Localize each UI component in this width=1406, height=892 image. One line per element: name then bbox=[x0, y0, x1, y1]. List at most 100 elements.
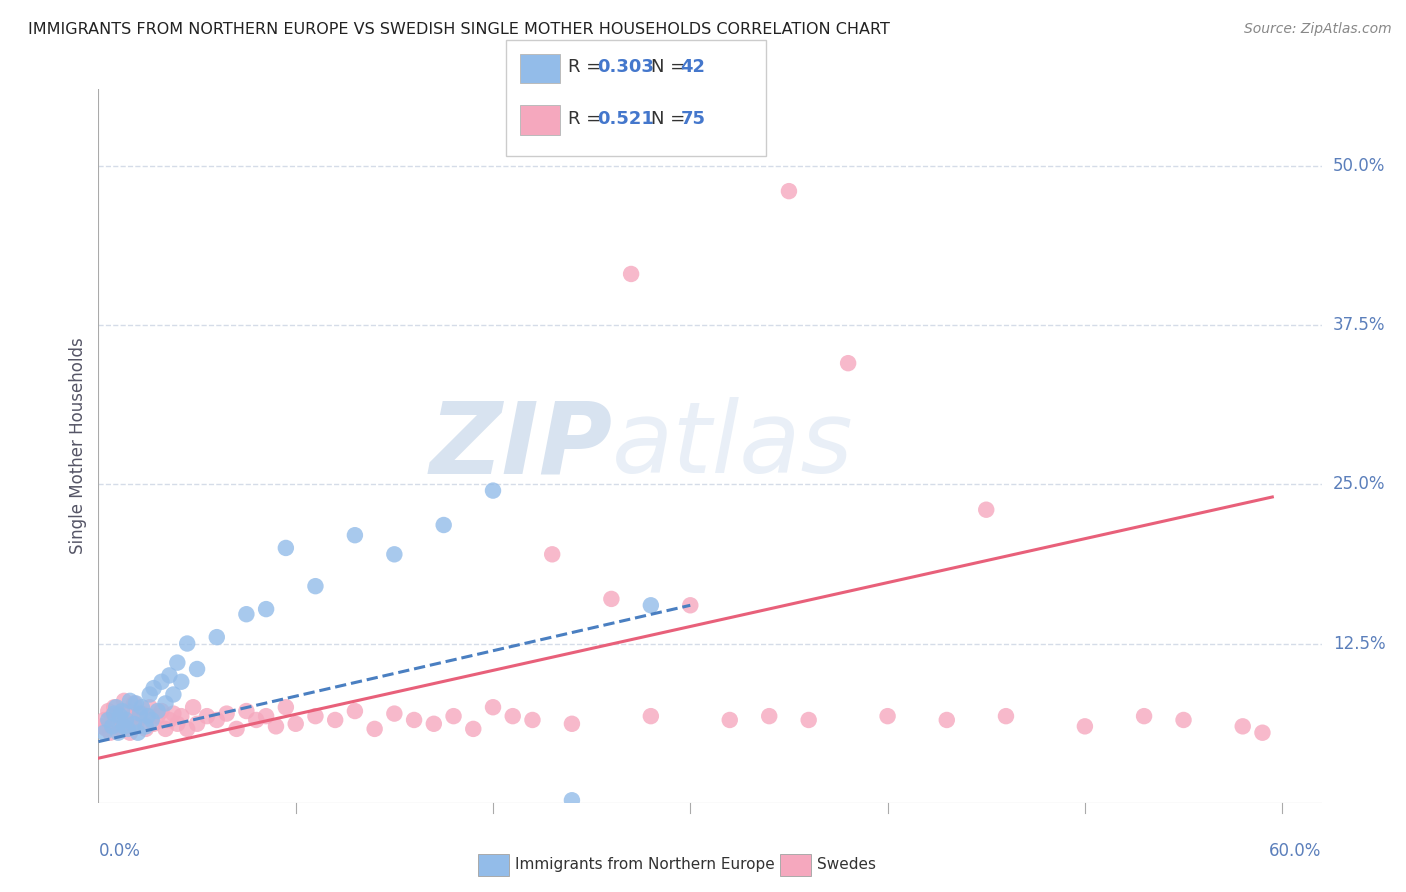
Point bbox=[205, 630, 228, 644]
Point bbox=[103, 706, 125, 721]
Point bbox=[112, 694, 135, 708]
Point bbox=[778, 184, 800, 198]
Point bbox=[101, 709, 124, 723]
Text: 60.0%: 60.0% bbox=[1270, 842, 1322, 860]
Point bbox=[1133, 709, 1156, 723]
Point bbox=[974, 502, 997, 516]
Point bbox=[640, 599, 662, 613]
Point bbox=[225, 722, 247, 736]
Point bbox=[146, 709, 169, 723]
Point bbox=[170, 674, 193, 689]
Point bbox=[135, 722, 157, 736]
Point bbox=[541, 547, 564, 561]
Point bbox=[105, 719, 128, 733]
Text: 0.521: 0.521 bbox=[598, 110, 654, 128]
Point bbox=[166, 656, 188, 670]
Text: 50.0%: 50.0% bbox=[1333, 157, 1385, 175]
Point bbox=[105, 700, 128, 714]
Point bbox=[141, 713, 163, 727]
Point bbox=[284, 716, 307, 731]
Point bbox=[135, 719, 157, 733]
Point bbox=[274, 700, 297, 714]
Point bbox=[136, 709, 159, 723]
Point bbox=[343, 704, 366, 718]
Point bbox=[235, 704, 257, 718]
Point bbox=[205, 713, 228, 727]
Point bbox=[264, 719, 287, 733]
Point bbox=[876, 709, 898, 723]
Point bbox=[118, 694, 141, 708]
Point bbox=[107, 725, 129, 739]
Point bbox=[107, 706, 129, 721]
Point bbox=[195, 709, 218, 723]
Point bbox=[404, 713, 426, 727]
Point bbox=[274, 541, 297, 555]
Point bbox=[433, 518, 456, 533]
Point bbox=[131, 706, 153, 721]
Point bbox=[235, 607, 257, 622]
Point bbox=[718, 713, 741, 727]
Point bbox=[122, 697, 145, 711]
Point bbox=[935, 713, 957, 727]
Point bbox=[304, 579, 326, 593]
Point bbox=[121, 709, 143, 723]
Text: IMMIGRANTS FROM NORTHERN EUROPE VS SWEDISH SINGLE MOTHER HOUSEHOLDS CORRELATION : IMMIGRANTS FROM NORTHERN EUROPE VS SWEDI… bbox=[28, 22, 890, 37]
Point bbox=[118, 725, 141, 739]
Point bbox=[181, 700, 204, 714]
Point bbox=[112, 719, 135, 733]
Point bbox=[758, 709, 780, 723]
Point bbox=[125, 697, 148, 711]
Point bbox=[103, 700, 125, 714]
Text: 37.5%: 37.5% bbox=[1333, 316, 1385, 334]
Point bbox=[142, 716, 165, 731]
Point bbox=[1251, 725, 1274, 739]
Point bbox=[522, 713, 544, 727]
Point bbox=[1232, 719, 1254, 733]
Point bbox=[1173, 713, 1195, 727]
Text: Swedes: Swedes bbox=[817, 857, 876, 871]
Point bbox=[254, 709, 277, 723]
Point bbox=[600, 591, 623, 606]
Text: 0.303: 0.303 bbox=[598, 58, 654, 76]
Point bbox=[159, 668, 181, 682]
Point bbox=[343, 528, 366, 542]
Point bbox=[138, 700, 160, 714]
Text: 25.0%: 25.0% bbox=[1333, 475, 1385, 493]
Point bbox=[186, 662, 208, 676]
Point bbox=[111, 704, 134, 718]
Point bbox=[679, 599, 702, 613]
Point bbox=[837, 356, 859, 370]
Point bbox=[155, 722, 177, 736]
Point bbox=[561, 716, 583, 731]
Point bbox=[97, 713, 120, 727]
Point bbox=[186, 716, 208, 731]
Point bbox=[162, 706, 184, 721]
Text: atlas: atlas bbox=[612, 398, 853, 494]
Point bbox=[304, 709, 326, 723]
Point bbox=[108, 709, 131, 723]
Text: R =: R = bbox=[568, 110, 607, 128]
Point bbox=[159, 713, 181, 727]
Point bbox=[155, 697, 177, 711]
Text: N =: N = bbox=[651, 110, 690, 128]
Point bbox=[423, 716, 446, 731]
Point bbox=[162, 688, 184, 702]
Point bbox=[382, 547, 405, 561]
Point bbox=[146, 704, 169, 718]
Point bbox=[443, 709, 465, 723]
Point bbox=[131, 700, 153, 714]
Point bbox=[93, 713, 115, 727]
Point bbox=[561, 793, 583, 807]
Point bbox=[115, 716, 138, 731]
Point bbox=[111, 722, 134, 736]
Text: R =: R = bbox=[568, 58, 607, 76]
Point bbox=[797, 713, 820, 727]
Point bbox=[463, 722, 485, 736]
Point bbox=[176, 636, 198, 650]
Point bbox=[138, 688, 160, 702]
Point bbox=[127, 713, 149, 727]
Point bbox=[363, 722, 385, 736]
Point bbox=[245, 713, 267, 727]
Text: Source: ZipAtlas.com: Source: ZipAtlas.com bbox=[1244, 22, 1392, 37]
Point bbox=[150, 704, 173, 718]
